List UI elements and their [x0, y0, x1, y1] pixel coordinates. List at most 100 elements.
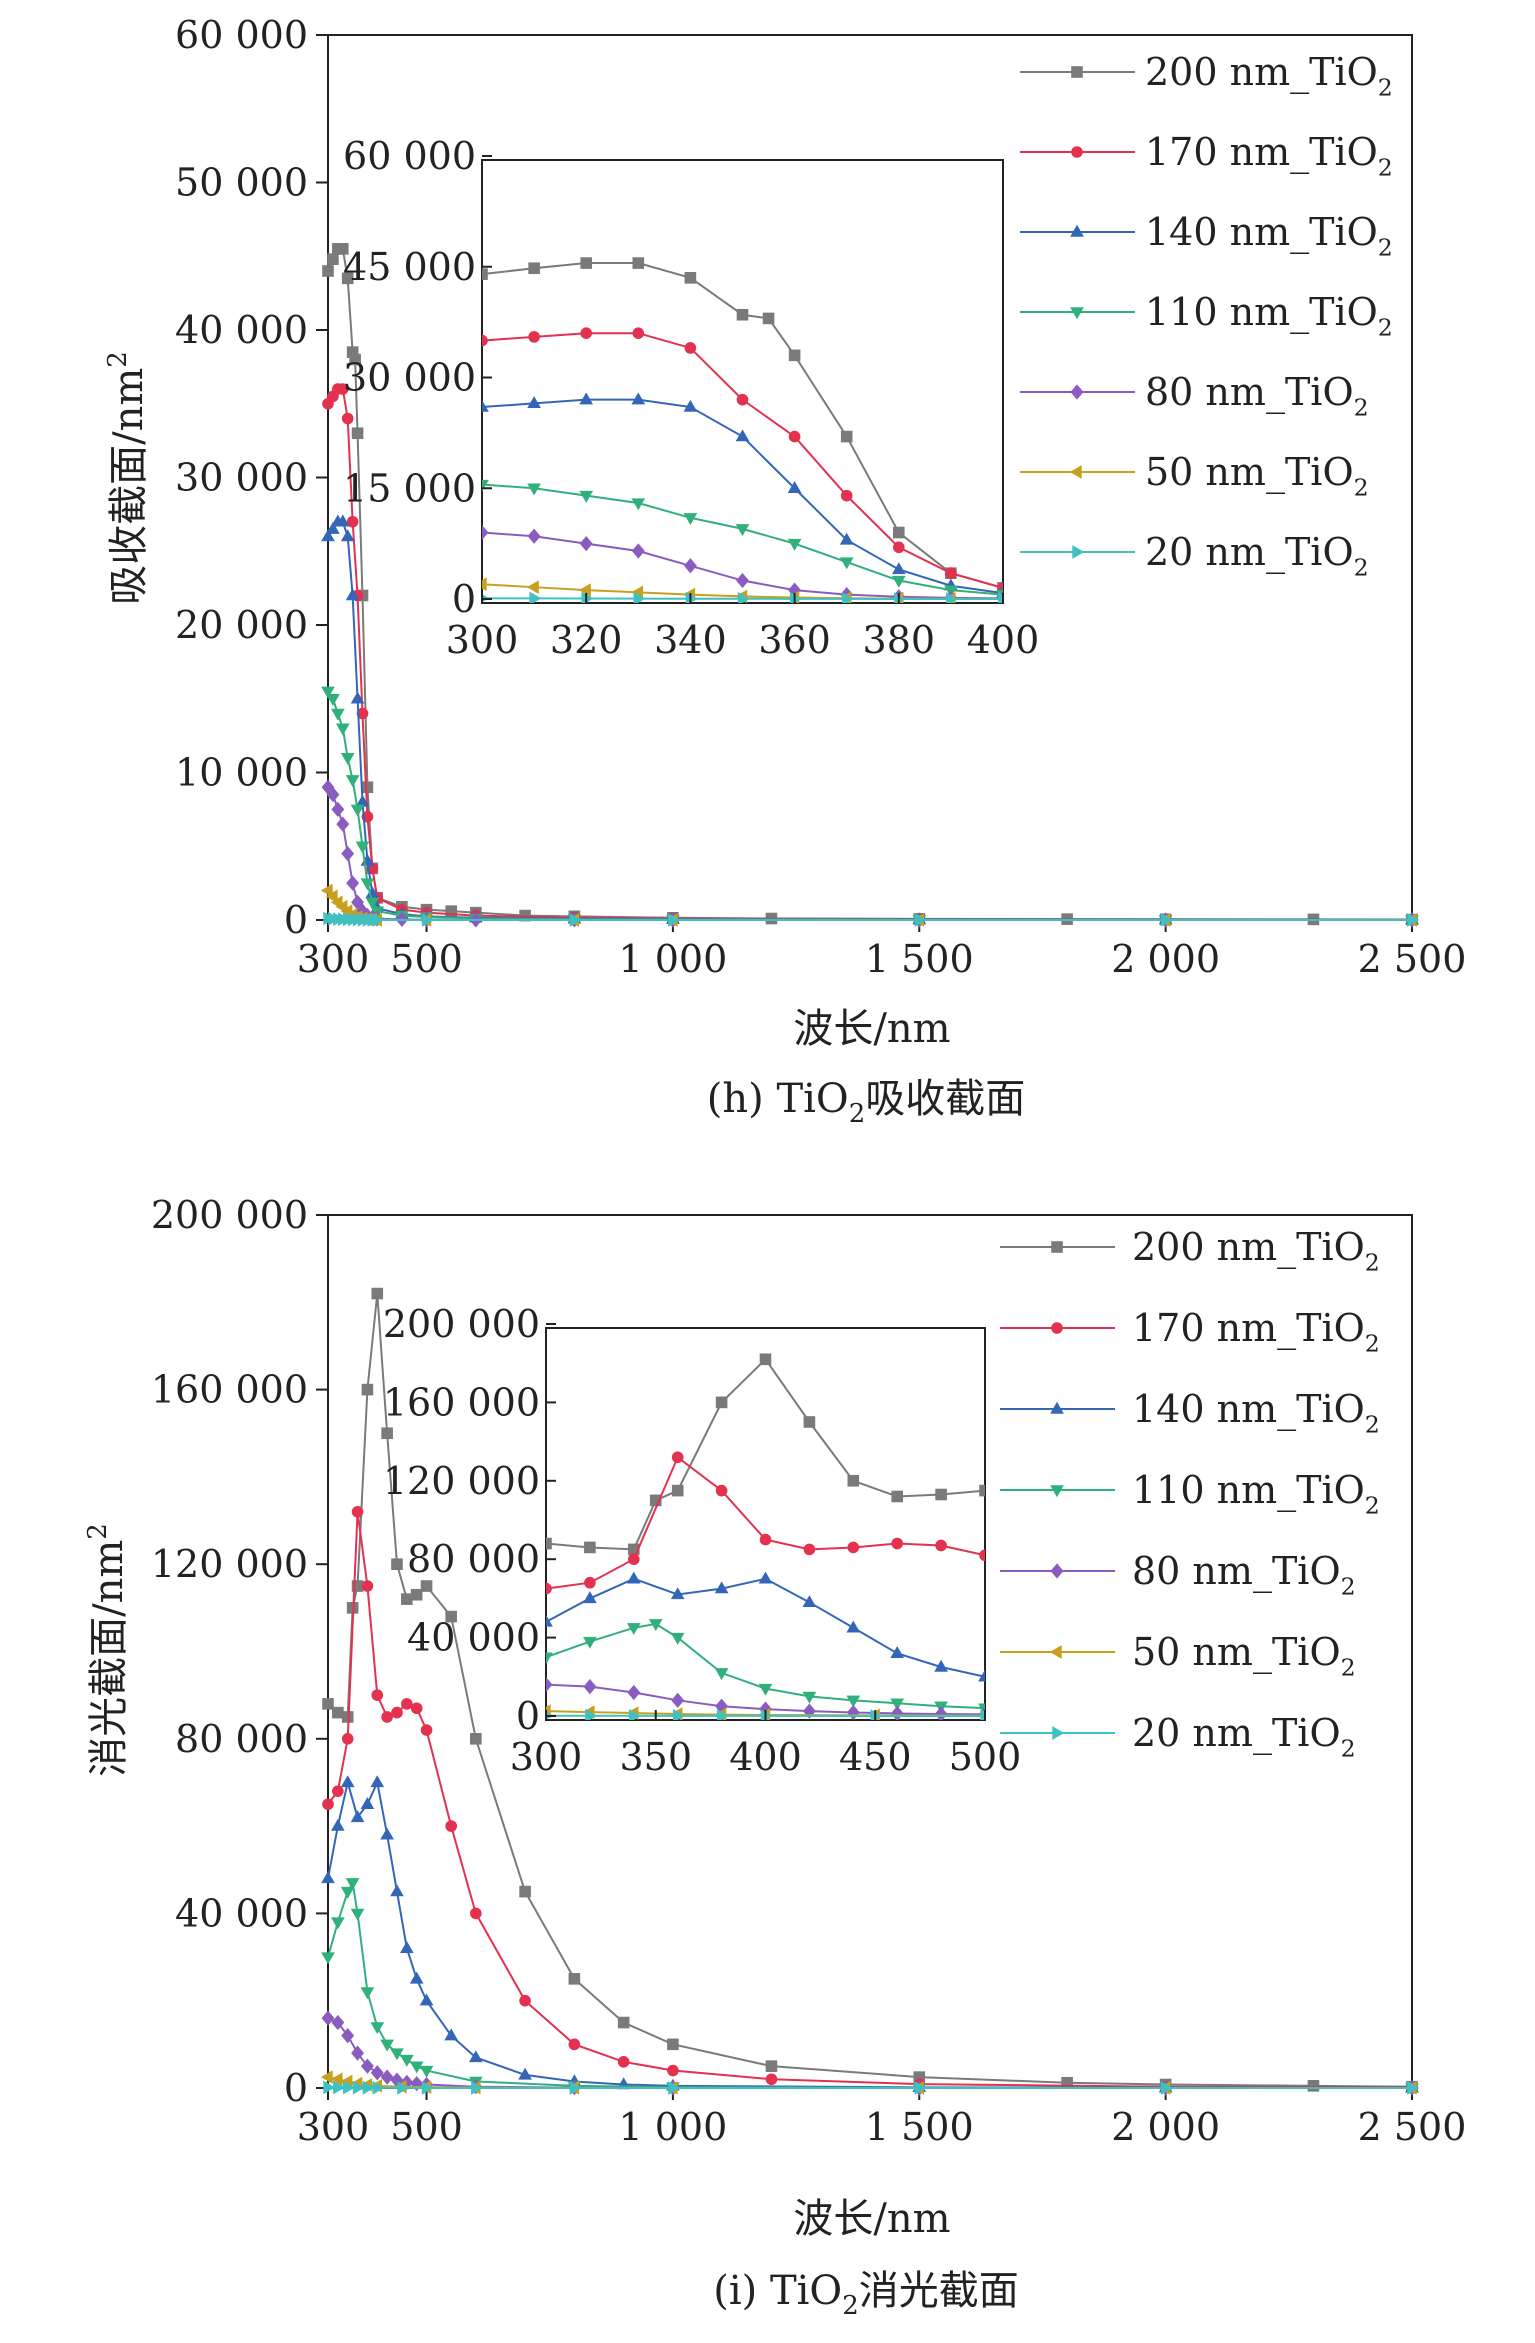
chart-h-inset-ytick-label-2: 30 000	[343, 356, 476, 400]
chart-h-legend-label-4-main: 80 nm_TiO	[1145, 370, 1354, 415]
chart-h-ytick-label-1: 10 000	[175, 751, 308, 795]
chart-h-main-point-3-2	[331, 708, 345, 721]
chart-i-main-point-3-0	[321, 1952, 335, 1965]
chart-i-title: (i) TiO	[713, 2268, 842, 2314]
chart-i-ylabel: 消光截面/nm2	[83, 1523, 132, 1777]
chart-i-inset-point-2-7	[846, 1620, 861, 1633]
chart-h-inset-point-4-2	[579, 536, 593, 552]
chart-i-main-point-3-8	[390, 2048, 404, 2061]
chart-h-inset-point-6-7	[841, 592, 854, 603]
chart-i-legend-label-0-main: 200 nm_TiO	[1132, 1225, 1365, 1270]
chart-h-title-sub: 2	[849, 1099, 866, 1129]
chart-i-inset-point-1-8	[891, 1537, 904, 1550]
chart-h-legend-marker-2	[1070, 224, 1084, 237]
chart-h-xtick-label-3: 1 500	[865, 937, 974, 981]
chart-h-inset-point-3-2	[579, 490, 594, 503]
chart-i-inset-point-4-6	[802, 1703, 816, 1719]
chart-h-legend-marker-1	[1071, 146, 1083, 158]
chart-h-xtick-label-5: 2 500	[1358, 937, 1467, 981]
chart-h-main-point-0-3	[336, 243, 349, 255]
chart-i-main-series-2	[321, 1775, 1419, 2093]
chart-i-inset-point-0-7	[803, 1416, 816, 1428]
chart-i-main-point-0-0	[322, 1698, 334, 1710]
chart-h-legend-marker-6	[1072, 545, 1085, 559]
chart-i-main-point-2-2	[340, 1775, 355, 1788]
chart-h-inset-point-5-0	[482, 577, 487, 592]
chart-i-main-point-2-10	[419, 1993, 434, 2006]
chart-h-inset-point-1-9	[945, 567, 957, 579]
chart-i-main-point-6-9	[569, 2081, 582, 2095]
chart-h-inset-series-2	[482, 392, 1003, 598]
chart-h-inset-point-4-5	[736, 572, 749, 589]
chart-h-legend-label-2-sub: 2	[1378, 234, 1393, 262]
chart-h-title: (h) TiO2吸收截面	[707, 1076, 1026, 1129]
chart-i-inset-point-3-6	[758, 1683, 773, 1696]
chart-h-inset-point-1-5	[736, 393, 749, 406]
chart-h-legend-label-4: 80 nm_TiO2	[1145, 370, 1369, 422]
chart-i-inset-point-6-6	[870, 1709, 883, 1720]
chart-h-inset-point-1-2	[580, 327, 593, 340]
chart-i-legend-label-3: 110 nm_TiO2	[1132, 1468, 1380, 1520]
chart-h-main-point-4-4	[341, 846, 355, 862]
chart-i-main-point-0-18	[765, 2060, 778, 2072]
chart-h-main-series-4	[321, 779, 1419, 928]
chart-i-main-point-2-9	[409, 1971, 424, 1984]
chart-i-main-point-3-4	[350, 1908, 365, 1921]
chart-i-inset-point-1-3	[671, 1451, 684, 1464]
chart-h-main-point-2-1	[326, 521, 340, 534]
chart-h-legend-label-3-sub: 2	[1378, 314, 1393, 342]
chart-i-inset-point-2-8	[890, 1646, 905, 1658]
chart-i-legend-label-2-sub: 2	[1365, 1411, 1380, 1439]
chart-h-inset-ytick-label-1: 15 000	[343, 466, 476, 510]
chart-h-inset-xtick-label-2: 340	[654, 618, 727, 662]
chart-i-legend-marker-6	[1052, 1726, 1065, 1740]
chart-i-inset-xtick-label-3: 450	[839, 1735, 912, 1779]
chart-i-legend-label-2-main: 140 nm_TiO	[1132, 1387, 1365, 1432]
chart-i-main-point-2-12	[468, 2050, 483, 2063]
chart-h-inset-point-2-2	[579, 392, 594, 405]
chart-h-inset-point-2-0	[482, 399, 489, 412]
chart-h-main-series-3	[321, 686, 1419, 928]
chart-i-inset-line-3	[546, 1622, 985, 1710]
chart-h-inset-point-2-1	[527, 396, 541, 409]
chart-i-inset-point-0-10	[935, 1488, 947, 1501]
chart-i-xlabel: 波长/nm	[793, 2196, 950, 2242]
chart-h-inset-point-3-8	[891, 575, 906, 588]
chart-i-inset-point-3-2	[626, 1623, 641, 1636]
chart-h-inset-point-2-6	[787, 481, 802, 493]
chart-i-main-point-3-3	[345, 1878, 360, 1891]
chart-i-inset-point-2-6	[802, 1595, 817, 1608]
chart-h-inset-point-4-1	[527, 528, 541, 544]
chart-i-inset-point-3-9	[890, 1698, 905, 1711]
chart-i-inset-point-3-1	[583, 1636, 597, 1649]
chart-i-main-point-0-12	[445, 1610, 457, 1623]
chart-i-main-line-4	[327, 2017, 1413, 2089]
chart-h-inset-point-5-2	[578, 583, 591, 597]
chart-i-inset-point-2-0	[546, 1614, 553, 1627]
chart-i-main-point-0-22	[1307, 2080, 1320, 2092]
chart-i-inset-point-2-5	[758, 1571, 773, 1584]
chart-h-xtick-label-1: 500	[390, 937, 463, 981]
chart-h-main-point-6-11	[421, 913, 434, 927]
chart-i-xtick-label-1: 500	[390, 2105, 463, 2149]
chart-i-main-point-1-11	[445, 1820, 457, 1832]
chart-h-legend-marker-4	[1070, 384, 1084, 400]
chart-i-main-point-4-8	[400, 2074, 414, 2090]
chart-i-title-suffix: 消光截面	[859, 2268, 1019, 2314]
chart-h-ytick-label-3: 30 000	[175, 456, 308, 500]
chart-h: 300 500 1 000 1 500 2 000 2 500 0 10 000 20 000 3…	[103, 13, 1466, 1129]
chart-h-main-point-3-7	[355, 841, 370, 854]
chart-h-inset-ytick-label-3: 45 000	[343, 245, 476, 289]
chart-i-main-point-2-3	[350, 1810, 365, 1823]
chart-h-legend-label-6-sub: 2	[1354, 554, 1369, 582]
chart-i-main-point-2-11	[444, 2028, 459, 2041]
chart-i-legend-label-5-main: 50 nm_TiO	[1132, 1630, 1341, 1675]
chart-i-main-point-1-1	[332, 1785, 344, 1797]
chart-h-inset-point-1-3	[632, 327, 645, 340]
chart-i-main-point-0-9	[401, 1593, 413, 1605]
chart-h-main-point-2-5	[345, 588, 360, 601]
chart-i-main-line-6	[327, 2086, 1412, 2089]
chart-i-inset-series-1	[546, 1451, 985, 1595]
chart-h-main-point-3-6	[350, 804, 365, 817]
